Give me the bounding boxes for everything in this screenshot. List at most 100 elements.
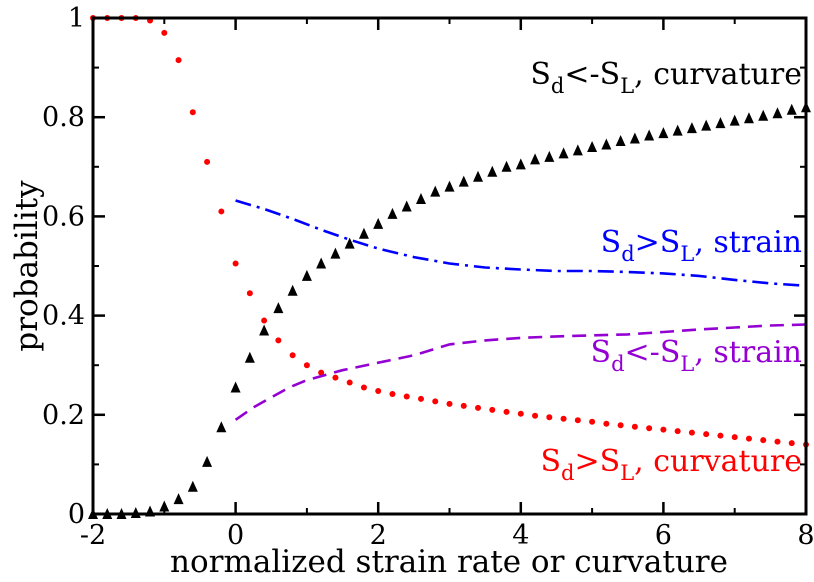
data-point-curv_neg bbox=[216, 421, 227, 433]
annotation-text: S bbox=[530, 57, 551, 92]
ticks-layer: -2 0 2 4 6 800.20.40.60.81 bbox=[42, 3, 814, 551]
data-point-curv_pos bbox=[346, 379, 353, 386]
data-point-curv_pos bbox=[603, 420, 610, 427]
data-point-curv_neg bbox=[786, 103, 797, 115]
annotation-text: , strain bbox=[694, 225, 802, 260]
data-point-curv_neg bbox=[501, 160, 512, 172]
data-point-curv_neg bbox=[558, 147, 569, 159]
data-point-curv_pos bbox=[745, 435, 752, 442]
data-point-curv_neg bbox=[273, 302, 284, 314]
data-point-curv_neg bbox=[187, 480, 198, 492]
data-point-curv_pos bbox=[261, 317, 268, 324]
data-point-curv_pos bbox=[617, 422, 624, 429]
annotation-text: S bbox=[601, 225, 622, 260]
data-point-curv_neg bbox=[444, 180, 455, 192]
data-point-curv_pos bbox=[631, 423, 638, 430]
data-point-curv_pos bbox=[389, 390, 396, 397]
annotation-text: S bbox=[591, 335, 612, 370]
data-point-curv_neg bbox=[316, 257, 327, 269]
plot-frame bbox=[91, 16, 808, 516]
data-point-curv_pos bbox=[218, 208, 225, 215]
data-point-curv_neg bbox=[244, 351, 255, 363]
annotation-curv_pos: Sd>SL, curvature bbox=[540, 444, 802, 485]
x-axis-title: normalized strain rate or curvature bbox=[170, 544, 728, 580]
y-tick-label: 0.8 bbox=[42, 102, 85, 133]
data-point-curv_neg bbox=[544, 150, 555, 162]
series-strain_pos bbox=[235, 199, 807, 288]
data-point-curv_neg bbox=[743, 112, 754, 124]
annotation-text: >S bbox=[635, 225, 681, 260]
data-point-curv_neg bbox=[758, 109, 769, 121]
x-tick-label: 0 bbox=[227, 520, 244, 551]
data-point-curv_pos bbox=[375, 387, 382, 394]
data-point-curv_neg bbox=[458, 175, 469, 187]
data-point-curv_neg bbox=[515, 158, 526, 170]
data-point-curv_pos bbox=[360, 384, 367, 391]
data-point-curv_neg bbox=[173, 493, 184, 505]
annotation-subscript: d bbox=[611, 352, 624, 376]
data-point-curv_pos bbox=[175, 57, 182, 64]
annotation-strain_pos: Sd>SL, strain bbox=[601, 225, 802, 266]
data-point-curv_pos bbox=[303, 362, 310, 369]
data-point-curv_neg bbox=[701, 119, 712, 131]
annotation-text: >S bbox=[575, 444, 621, 479]
data-point-curv_pos bbox=[760, 437, 767, 444]
annotation-text: , strain bbox=[694, 335, 802, 370]
data-point-curv_pos bbox=[731, 434, 738, 441]
x-tick-label: -2 bbox=[80, 520, 106, 551]
data-point-curv_pos bbox=[532, 412, 539, 419]
data-point-curv_neg bbox=[301, 269, 312, 281]
annotation-strain_neg: Sd<-SL, strain bbox=[591, 335, 802, 376]
data-point-curv_neg bbox=[672, 124, 683, 136]
data-point-curv_pos bbox=[332, 374, 339, 381]
data-point-curv_neg bbox=[202, 455, 213, 467]
data-point-curv_pos bbox=[289, 352, 296, 359]
y-tick-label: 1 bbox=[68, 3, 85, 34]
x-tick-label: 8 bbox=[797, 520, 814, 551]
annotation-subscript: L bbox=[620, 74, 634, 98]
annotation-curv_neg: Sd<-SL, curvature bbox=[530, 57, 802, 98]
y-tick-label: 0.4 bbox=[42, 301, 85, 332]
data-point-curv_neg bbox=[159, 500, 170, 512]
annotation-subscript: L bbox=[680, 242, 694, 266]
data-point-curv_pos bbox=[232, 260, 239, 267]
data-point-curv_pos bbox=[432, 398, 439, 405]
data-point-curv_neg bbox=[287, 284, 298, 296]
data-point-curv_pos bbox=[446, 400, 453, 407]
y-tick-label: 0.2 bbox=[42, 400, 85, 431]
data-point-curv_neg bbox=[644, 129, 655, 141]
annotation-text: <-S bbox=[564, 57, 620, 92]
data-point-curv_neg bbox=[344, 237, 355, 249]
y-tick-label: 0 bbox=[68, 499, 85, 530]
data-point-curv_pos bbox=[189, 109, 196, 116]
annotation-text: , curvature bbox=[634, 444, 802, 479]
series-curv_neg bbox=[88, 101, 811, 519]
series-curv_pos bbox=[90, 15, 809, 448]
data-point-curv_pos bbox=[246, 290, 253, 297]
y-tick-label: 0.6 bbox=[42, 201, 85, 232]
annotation-subscript: d bbox=[551, 74, 564, 98]
data-point-curv_neg bbox=[658, 127, 669, 139]
series-line-strain_pos bbox=[235, 199, 807, 288]
data-point-curv_pos bbox=[204, 158, 211, 165]
annotation-subscript: d bbox=[621, 242, 634, 266]
data-point-curv_neg bbox=[387, 207, 398, 219]
annotation-text: , curvature bbox=[634, 57, 802, 92]
x-tick-label: 2 bbox=[370, 520, 387, 551]
data-point-curv_neg bbox=[615, 135, 626, 147]
data-point-curv_pos bbox=[403, 393, 410, 400]
data-point-curv_pos bbox=[161, 29, 168, 36]
data-point-curv_neg bbox=[415, 193, 426, 205]
data-point-curv_neg bbox=[487, 165, 498, 177]
data-point-curv_pos bbox=[660, 426, 667, 433]
data-point-curv_pos bbox=[489, 406, 496, 413]
data-point-curv_pos bbox=[475, 404, 482, 411]
data-point-curv_pos bbox=[546, 414, 553, 421]
data-point-curv_neg bbox=[629, 132, 640, 144]
data-point-curv_pos bbox=[318, 369, 325, 376]
annotation-subscript: L bbox=[620, 461, 634, 485]
y-axis-title: probability bbox=[9, 180, 45, 352]
data-point-curv_neg bbox=[530, 153, 541, 165]
data-point-curv_pos bbox=[774, 438, 781, 445]
